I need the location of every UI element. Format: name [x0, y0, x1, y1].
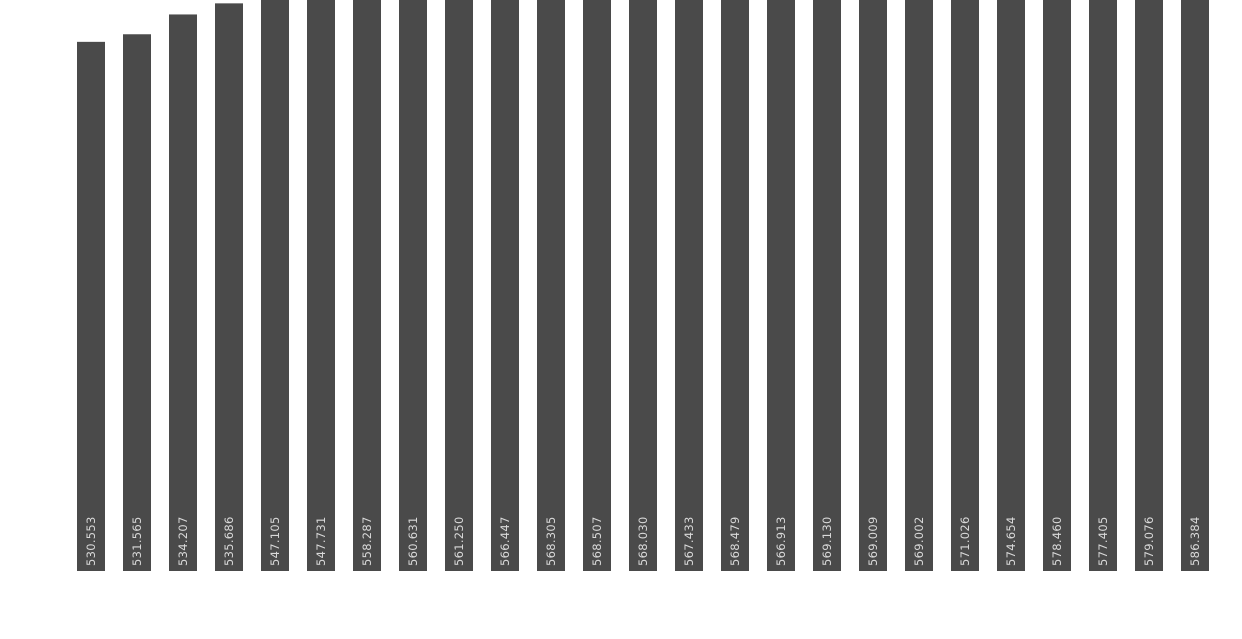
bar-15 — [767, 0, 795, 572]
bar-label-20: 574.654 — [1004, 516, 1018, 566]
bar-8 — [445, 0, 473, 571]
bar-2 — [169, 14, 197, 571]
bar-12 — [629, 0, 657, 571]
bar-labels-group: 530.553 531.565 534.207 535.686 547.105 547.7… — [84, 516, 1202, 566]
bar-label-24: 586.384 — [1188, 516, 1202, 566]
bar-1 — [123, 34, 151, 571]
bar-3 — [215, 3, 243, 572]
bar-0 — [77, 41, 105, 572]
bar-label-7: 560.631 — [406, 516, 420, 566]
bar-label-3: 535.686 — [222, 516, 236, 566]
bar-label-8: 561.250 — [452, 516, 466, 566]
bar-label-11: 568.507 — [590, 516, 604, 566]
bar-22 — [1089, 0, 1117, 571]
bar-label-2: 534.207 — [176, 516, 190, 566]
bar-14 — [721, 0, 749, 572]
bar-label-9: 566.447 — [498, 516, 512, 566]
bar-18 — [905, 0, 933, 572]
bar-24 — [1181, 0, 1209, 571]
bar-7 — [399, 0, 427, 571]
bars-group — [77, 0, 1209, 572]
bar-17 — [859, 0, 887, 571]
bar-label-4: 547.105 — [268, 516, 282, 566]
bar-label-6: 558.287 — [360, 516, 374, 566]
bar-label-22: 577.405 — [1096, 516, 1110, 566]
bar-9 — [491, 0, 519, 571]
bar-label-1: 531.565 — [130, 516, 144, 566]
bar-label-0: 530.553 — [84, 516, 98, 566]
bar-label-23: 579.076 — [1142, 516, 1156, 566]
bar-21 — [1043, 0, 1071, 571]
bar-11 — [583, 0, 611, 571]
bar-label-18: 569.002 — [912, 516, 926, 566]
bar-13 — [675, 0, 703, 571]
bar-label-17: 569.009 — [866, 516, 880, 566]
bar-5 — [307, 0, 335, 571]
bar-6 — [353, 0, 381, 571]
bar-label-12: 568.030 — [636, 516, 650, 566]
bar-label-10: 568.305 — [544, 516, 558, 566]
bar-10 — [537, 0, 565, 571]
bar-label-14: 568.479 — [728, 516, 742, 566]
bar-label-15: 566.913 — [774, 516, 788, 566]
bar-label-13: 567.433 — [682, 516, 696, 566]
bar-20 — [997, 0, 1025, 572]
bar-19 — [951, 0, 979, 571]
bar-label-5: 547.731 — [314, 516, 328, 566]
bar-16 — [813, 0, 841, 571]
bar-23 — [1135, 0, 1163, 571]
bar-label-19: 571.026 — [958, 516, 972, 566]
bar-label-16: 569.130 — [820, 516, 834, 566]
bar-label-21: 578.460 — [1050, 516, 1064, 566]
bar-4 — [261, 0, 289, 571]
